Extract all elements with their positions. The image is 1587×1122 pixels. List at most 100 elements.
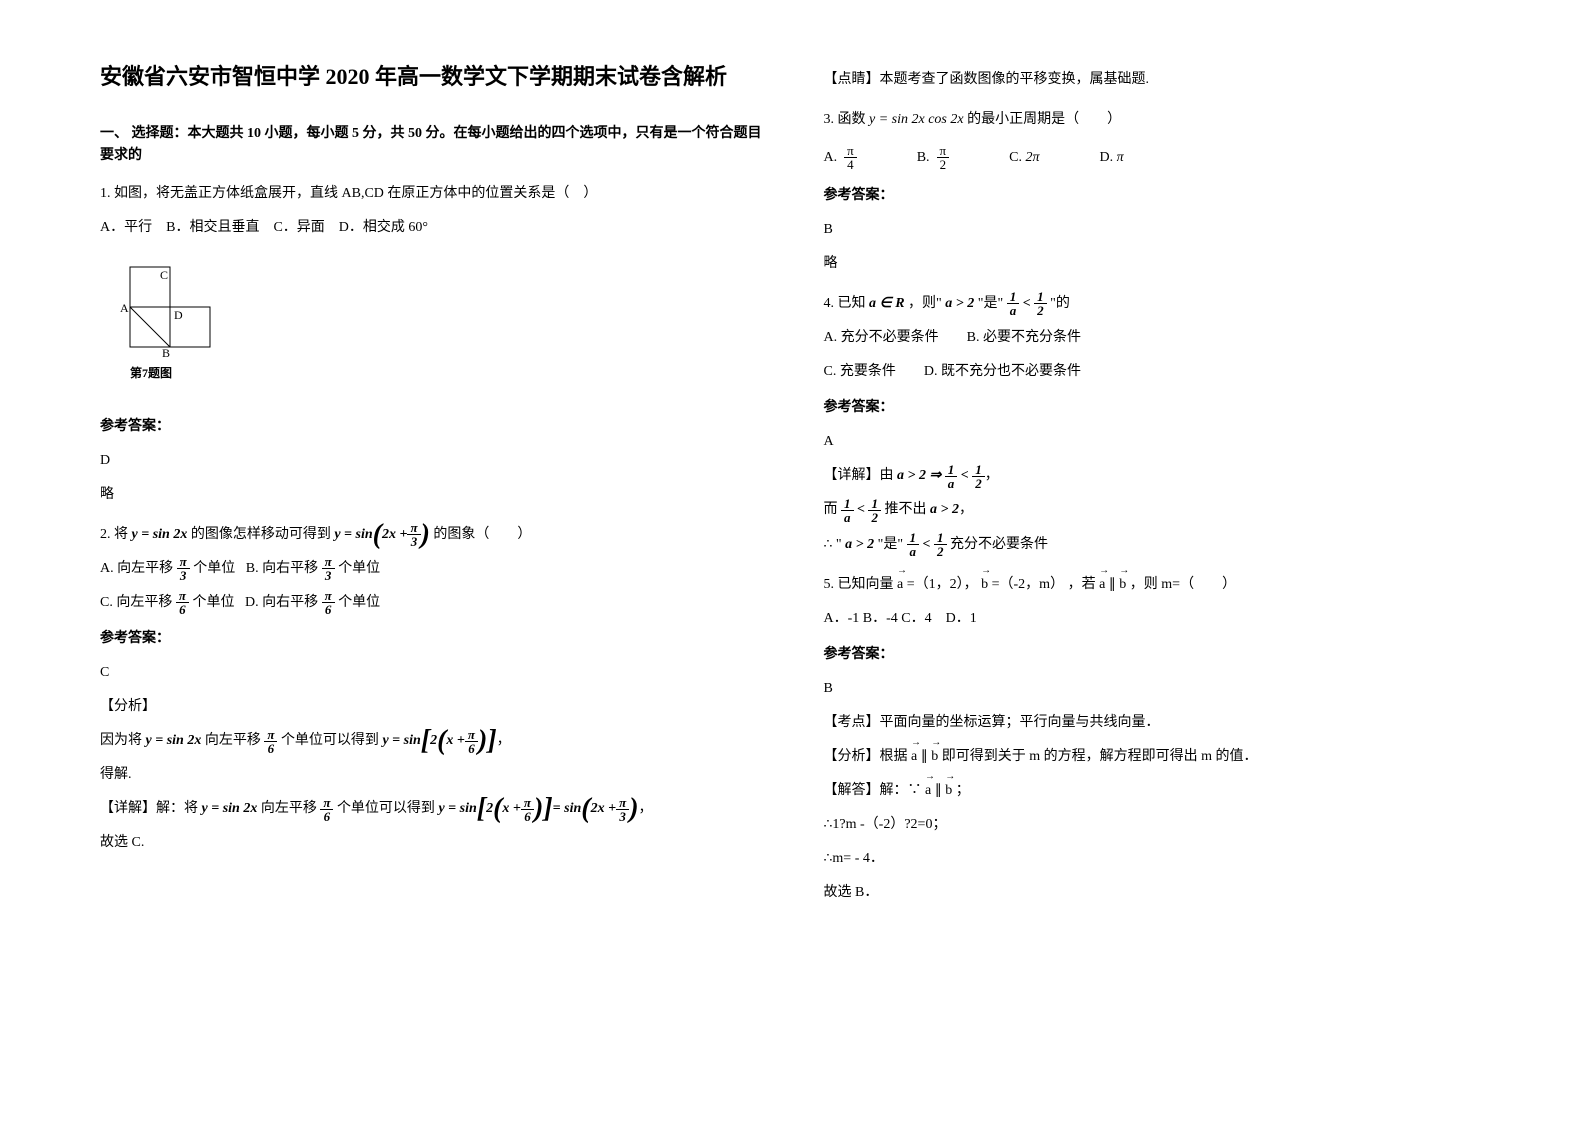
svg-text:C: C	[160, 268, 168, 282]
vec-b-icon: b	[981, 571, 988, 599]
q3-optB: B. π2	[917, 144, 949, 172]
q2-expl-f1: y = sin 2x	[146, 733, 202, 748]
q3-suffix: 的最小正周期是（ ）	[967, 112, 1121, 127]
answer-label: 参考答案：	[824, 182, 1488, 210]
vec-a-icon: a	[897, 571, 903, 599]
question-4: 4. 已知 a ∈ R ，则" a > 2 "是" 1a < 12 "的 A. …	[824, 290, 1488, 559]
parallel-icon: ∥	[1109, 577, 1116, 592]
q5-analysis-label: 【分析】根据	[824, 749, 908, 764]
q2-detail-mid: 向左平移	[261, 801, 317, 816]
q4-optC: C. 充要条件 D. 既不充分也不必要条件	[824, 358, 1488, 386]
vec-b-icon-3: b	[931, 743, 938, 771]
q5-point: 【考点】平面向量的坐标运算；平行向量与共线向量．	[824, 709, 1488, 737]
q2-finish: 故选 C.	[100, 829, 764, 857]
vec-a-icon-4: a	[925, 777, 931, 805]
q2-mid2: 的图象（ ）	[433, 527, 531, 542]
q2-expl1-mid: 向左平移	[205, 733, 261, 748]
q3-note: 略	[824, 250, 1488, 278]
frac-ineq-2: 1a < 12	[841, 496, 881, 524]
q2-f1: y = sin 2x	[132, 527, 188, 542]
q5-solve-suffix: ；	[956, 783, 970, 798]
q3-optA: A. π4	[824, 144, 857, 172]
q1-note: 略	[100, 481, 764, 509]
q2-analysis-label: 【分析】	[100, 693, 764, 721]
q4-line2-pre: 而	[824, 503, 838, 518]
frac-pi-3-a: π3	[177, 555, 190, 582]
q2-detail-f1: y = sin 2x	[202, 801, 258, 816]
sin-expr-3: y = sin[2(x + π6)] = sin(2x + π3)	[438, 795, 638, 823]
q2-optC-pre: C. 向左平移	[100, 595, 172, 610]
q3-answer: B	[824, 216, 1488, 244]
q1-answer: D	[100, 447, 764, 475]
q2-detail-mid2: 个单位可以得到	[337, 801, 435, 816]
q5-prefix: 5. 已知向量	[824, 577, 894, 592]
answer-label: 参考答案：	[824, 641, 1488, 669]
q4-cond2: a > 2	[945, 296, 974, 311]
q1-text: 1. 如图，将无盖正方体纸盒展开，直线 AB,CD 在原正方体中的位置关系是（ …	[100, 180, 764, 208]
q2-expl2: 得解.	[100, 761, 764, 789]
section-heading: 一、 选择题：本大题共 10 小题，每小题 5 分，共 50 分。在每小题给出的…	[100, 123, 764, 168]
q4-mid1: ，则"	[908, 296, 942, 311]
q2-mid1: 的图像怎样移动可得到	[191, 527, 331, 542]
q2-optA-pre: A. 向左平移	[100, 561, 173, 576]
vec-b-icon-2: b	[1119, 571, 1126, 599]
frac-pi-6-f: π6	[320, 796, 333, 823]
doc-title: 安徽省六安市智恒中学 2020 年高一数学文下学期期末试卷含解析	[100, 60, 764, 93]
vec-b-icon-4: b	[945, 777, 952, 805]
q5-solve-label: 【解答】解：∵	[824, 783, 922, 798]
vec-a-icon-2: a	[1099, 571, 1105, 599]
q5-options: A．-1 B．-4 C．4 D．1	[824, 605, 1488, 633]
vec-a-icon-3: a	[911, 743, 917, 771]
q5-a-val: =（1，2），	[907, 577, 978, 592]
q1-options: A．平行 B．相交且垂直 C．异面 D．相交成 60°	[100, 214, 764, 242]
implies-expr: a > 2 ⇒ 1a < 12	[897, 462, 985, 490]
q4-line2-post: 推不出	[884, 503, 926, 518]
q2-optC-post: 个单位	[192, 595, 234, 610]
question-3: 3. 函数 y = sin 2x cos 2x 的最小正周期是（ ） A. π4…	[824, 106, 1488, 278]
q5-eq1: ∴1?m -（-2）?2=0；	[824, 811, 1488, 839]
answer-label: 参考答案：	[100, 413, 764, 441]
q4-line3-mid: a > 2	[845, 537, 874, 552]
question-5: 5. 已知向量 a =（1，2）， b =（-2，m） ，若 a ∥ b ，则 …	[824, 571, 1488, 907]
q2-answer: C	[100, 659, 764, 687]
q4-cond1: a ∈ R	[869, 296, 905, 311]
q5-analysis-mid: 即可得到关于 m 的方程，解方程即可得出 m 的值．	[942, 749, 1258, 764]
q2-optB-pre: B. 向右平移	[246, 561, 318, 576]
frac-pi-6-e: π6	[264, 728, 277, 755]
q2-point: 【点睛】本题考查了函数图像的平移变换，属基础题.	[824, 66, 1488, 94]
q2-expl1-mid2: 个单位可以得到	[281, 733, 379, 748]
q4-prefix: 4. 已知	[824, 296, 866, 311]
q5-finish: 故选 B．	[824, 879, 1488, 907]
q2-expl1-pre: 因为将	[100, 733, 142, 748]
q4-line3-mid2: "是"	[878, 537, 903, 552]
frac-pi-6-c: π6	[176, 589, 189, 616]
q4-mid2: "是"	[978, 296, 1003, 311]
parallel-icon-2: ∥	[921, 749, 928, 764]
question-2: 2. 将 y = sin 2x 的图像怎样移动可得到 y = sin(2x + …	[100, 521, 764, 858]
frac-pi-3-b: π3	[322, 555, 335, 582]
q5-answer: B	[824, 675, 1488, 703]
q4-line3-post: 充分不必要条件	[950, 537, 1048, 552]
frac-ineq-1: 1a < 12	[1007, 290, 1047, 318]
q2-detail-label: 【详解】解：将	[100, 801, 198, 816]
question-1: 1. 如图，将无盖正方体纸盒展开，直线 AB,CD 在原正方体中的位置关系是（ …	[100, 180, 764, 509]
q3-prefix: 3. 函数	[824, 112, 866, 127]
q4-optA: A. 充分不必要条件 B. 必要不充分条件	[824, 324, 1488, 352]
q2-optA-post: 个单位	[193, 561, 235, 576]
q5-suffix: ，则 m=（ ）	[1130, 577, 1236, 592]
svg-text:B: B	[162, 346, 170, 360]
frac-ineq-3: 1a < 12	[907, 531, 947, 559]
svg-text:A: A	[120, 301, 129, 315]
q4-detail-label: 【详解】由	[824, 468, 894, 483]
q4-mid3: "的	[1050, 296, 1070, 311]
svg-text:D: D	[174, 308, 183, 322]
q5-eq2: ∴m= - 4．	[824, 845, 1488, 873]
q4-answer: A	[824, 428, 1488, 456]
q3-func: y = sin 2x cos 2x	[869, 112, 964, 127]
q2-prefix: 2. 将	[100, 527, 128, 542]
answer-label: 参考答案：	[824, 394, 1488, 422]
parallel-icon-3: ∥	[935, 783, 942, 798]
q5-mid: ，若	[1068, 577, 1096, 592]
q2-optD-pre: D. 向右平移	[245, 595, 318, 610]
frac-pi-6-d: π6	[322, 589, 335, 616]
